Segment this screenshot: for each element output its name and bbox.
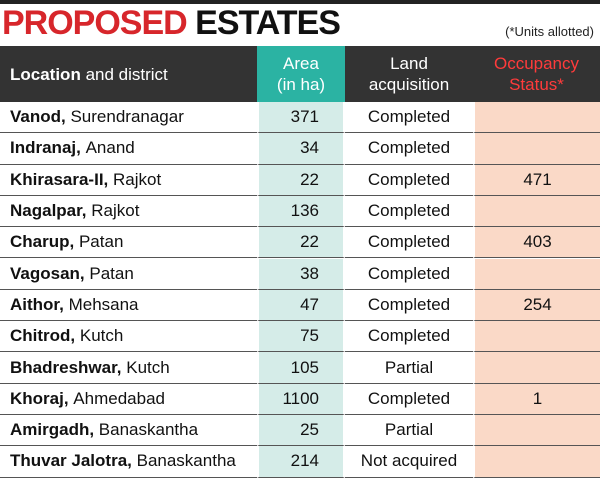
occupancy-cell bbox=[473, 415, 600, 447]
header-bold: Location bbox=[10, 64, 81, 84]
occupancy-value: 403 bbox=[523, 232, 552, 252]
location-cell: Khoraj, Ahmedabad bbox=[0, 384, 257, 415]
district: Patan bbox=[78, 232, 124, 252]
location-name: Khirasara-II, bbox=[10, 169, 109, 189]
area-cell: 25 bbox=[257, 415, 345, 447]
location-cell: Khirasara-II, Rajkot bbox=[0, 165, 257, 196]
district: Ahmedabad bbox=[73, 388, 165, 408]
land-cell: Not acquired bbox=[345, 446, 473, 478]
location-name: Vagosan, bbox=[10, 263, 85, 283]
location-name: Vanod, bbox=[10, 107, 66, 127]
location-cell: Nagalpar, Rajkot bbox=[0, 196, 257, 228]
area-cell: 1100 bbox=[257, 383, 345, 415]
location-cell: Vanod, Surendranagar bbox=[0, 102, 257, 134]
location-name: Amirgadh, bbox=[10, 420, 95, 440]
location-name: Thuvar Jalotra, bbox=[10, 451, 132, 471]
land-cell: Completed bbox=[345, 196, 473, 228]
area-cell: 105 bbox=[257, 352, 345, 384]
district: Kutch bbox=[79, 326, 124, 346]
location-cell: Charup, Patan bbox=[0, 227, 257, 259]
location-name: Aithor, bbox=[10, 294, 64, 314]
location-name: Charup, bbox=[10, 232, 75, 252]
occupancy-cell: 403 bbox=[473, 227, 600, 259]
header-line: Status* bbox=[509, 75, 564, 94]
location-cell: Vagosan, Patan bbox=[0, 259, 257, 290]
area-cell: 34 bbox=[257, 133, 345, 165]
location-cell: Chitrod, Kutch bbox=[0, 321, 257, 353]
occupancy-value: 471 bbox=[523, 169, 552, 189]
area-cell: 136 bbox=[257, 195, 345, 228]
area-cell: 47 bbox=[257, 289, 345, 322]
area-cell: 75 bbox=[257, 321, 345, 353]
occupancy-cell bbox=[473, 133, 600, 165]
district: Mehsana bbox=[68, 294, 139, 314]
area-cell: 38 bbox=[257, 258, 345, 290]
top-rule bbox=[0, 0, 600, 4]
occupancy-cell bbox=[473, 258, 600, 290]
land-cell: Completed bbox=[345, 290, 473, 322]
header-rest: and district bbox=[85, 64, 168, 84]
location-cell: Aithor, Mehsana bbox=[0, 290, 257, 322]
location-cell: Thuvar Jalotra, Banaskantha bbox=[0, 446, 257, 478]
land-cell: Completed bbox=[345, 259, 473, 290]
location-name: Bhadreshwar, bbox=[10, 357, 122, 377]
occupancy-value: 254 bbox=[523, 294, 552, 314]
land-cell: Partial bbox=[345, 352, 473, 384]
title-black: ESTATES bbox=[195, 4, 341, 42]
occupancy-cell: 1 bbox=[473, 383, 600, 415]
land-cell: Completed bbox=[345, 384, 473, 415]
land-header: Land acquisition bbox=[345, 46, 473, 102]
header-line: acquisition bbox=[368, 75, 450, 94]
header-line: Area bbox=[283, 54, 319, 73]
occupancy-header: Occupancy Status* bbox=[473, 46, 600, 102]
occupancy-value: 1 bbox=[532, 388, 543, 408]
title-red: PROPOSED bbox=[2, 4, 188, 42]
district: Patan bbox=[89, 263, 134, 283]
land-cell: Partial bbox=[345, 415, 473, 447]
district: Surendranagar bbox=[70, 107, 184, 127]
land-cell: Completed bbox=[345, 165, 473, 196]
title: PROPOSED ESTATES bbox=[2, 4, 341, 43]
area-cell: 371 bbox=[257, 102, 345, 134]
occupancy-cell bbox=[473, 195, 600, 228]
land-cell: Completed bbox=[345, 133, 473, 165]
district: Rajkot bbox=[91, 201, 140, 221]
location-header: Location and district bbox=[0, 46, 257, 102]
header-line: (in ha) bbox=[276, 75, 326, 94]
area-cell: 22 bbox=[257, 164, 345, 196]
location-cell: Indranaj, Anand bbox=[0, 133, 257, 165]
occupancy-cell bbox=[473, 102, 600, 134]
location-cell: Amirgadh, Banaskantha bbox=[0, 415, 257, 447]
land-cell: Completed bbox=[345, 321, 473, 353]
district: Banaskantha bbox=[98, 420, 199, 440]
header-line: Occupancy bbox=[493, 54, 580, 73]
header-line: Land bbox=[390, 54, 428, 73]
land-cell: Completed bbox=[345, 227, 473, 259]
land-cell: Completed bbox=[345, 102, 473, 134]
location-name: Indranaj, bbox=[10, 138, 81, 158]
occupancy-cell: 471 bbox=[473, 164, 600, 196]
location-name: Nagalpar, bbox=[10, 201, 87, 221]
area-cell: 22 bbox=[257, 227, 345, 259]
occupancy-cell: 254 bbox=[473, 289, 600, 322]
occupancy-cell bbox=[473, 321, 600, 353]
note: (*Units allotted) bbox=[505, 24, 594, 39]
location-name: Khoraj, bbox=[10, 388, 69, 408]
location-name: Chitrod, bbox=[10, 326, 76, 346]
district: Banaskantha bbox=[136, 451, 236, 471]
district: Rajkot bbox=[113, 169, 162, 189]
area-header: Area (in ha) bbox=[257, 46, 345, 102]
district: Anand bbox=[85, 138, 135, 158]
occupancy-cell bbox=[473, 446, 600, 478]
area-cell: 214 bbox=[257, 446, 345, 478]
district: Kutch bbox=[126, 357, 170, 377]
location-cell: Bhadreshwar, Kutch bbox=[0, 352, 257, 384]
occupancy-cell bbox=[473, 352, 600, 384]
